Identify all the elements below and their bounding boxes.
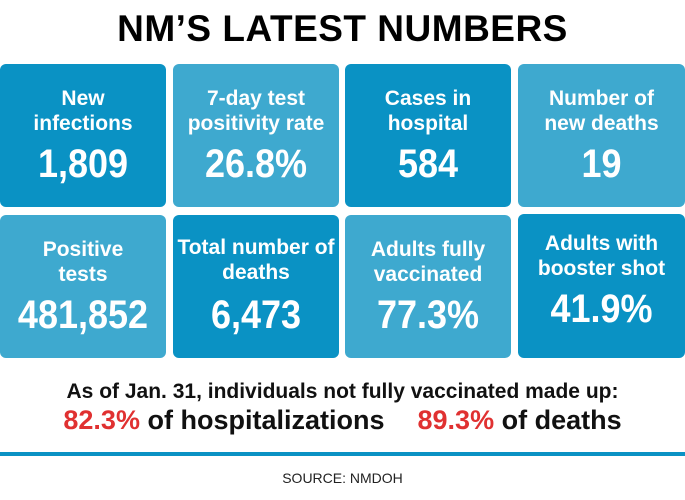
tile-label: Positive tests xyxy=(42,238,124,286)
death-label: of deaths xyxy=(501,405,622,435)
tile-value: 6,473 xyxy=(210,293,302,337)
tile-test-positivity: 7-day test positivity rate 26.8% xyxy=(173,64,339,207)
tile-value: 77.3% xyxy=(376,293,480,337)
tile-value: 26.8% xyxy=(204,142,308,186)
tile-new-deaths: Number of new deaths 19 xyxy=(518,64,685,207)
tile-label: Adults fully vaccinated xyxy=(370,238,486,286)
divider xyxy=(0,452,685,456)
tile-label: 7-day test positivity rate xyxy=(187,87,325,135)
tile-value: 19 xyxy=(581,142,622,186)
tile-label: Number of new deaths xyxy=(544,87,659,135)
tile-value: 1,809 xyxy=(37,142,129,186)
hospitalization-percent: 82.3% xyxy=(63,405,140,435)
tile-total-deaths: Total number of deaths 6,473 xyxy=(173,215,339,358)
tile-adults-vaccinated: Adults fully vaccinated 77.3% xyxy=(345,215,511,358)
tile-label: Adults with booster shot xyxy=(537,232,666,280)
vaccination-note-stats: 82.3% of hospitalizations 89.3% of death… xyxy=(0,405,685,436)
tile-label: Cases in hospital xyxy=(384,87,472,135)
vaccination-note-intro: As of Jan. 31, individuals not fully vac… xyxy=(66,380,619,403)
source-credit: SOURCE: NMDOH xyxy=(282,470,403,486)
tile-positive-tests: Positive tests 481,852 xyxy=(0,215,166,358)
hospitalization-label: of hospitalizations xyxy=(147,405,385,435)
death-percent: 89.3% xyxy=(417,405,495,435)
tile-value: 584 xyxy=(397,142,459,186)
tile-label: Total number of deaths xyxy=(177,236,335,284)
tile-cases-hospital: Cases in hospital 584 xyxy=(345,64,511,207)
tile-new-infections: New infections 1,809 xyxy=(0,64,166,207)
tile-adults-booster: Adults with booster shot 41.9% xyxy=(518,214,685,358)
page-title: NM’S LATEST NUMBERS xyxy=(117,8,568,49)
tile-value: 41.9% xyxy=(550,287,653,331)
tile-label: New infections xyxy=(33,87,133,135)
tile-value: 481,852 xyxy=(17,293,149,337)
